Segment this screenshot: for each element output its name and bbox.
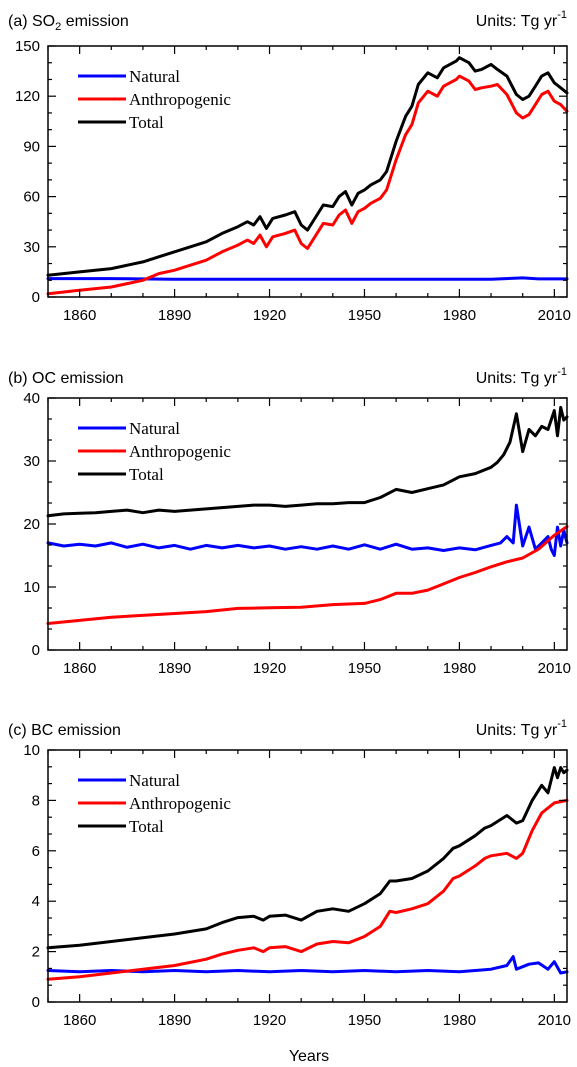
y-tick-label-bc-8: 8	[32, 792, 40, 809]
plot-frame-bc	[47, 749, 568, 1003]
y-tick-label-oc-0: 0	[32, 642, 40, 659]
y-tick-label-oc-20: 20	[23, 516, 40, 533]
y-tick-label-oc-10: 10	[23, 579, 40, 596]
series-line-bc-natural	[46, 955, 569, 975]
series-line-oc-natural	[46, 503, 569, 557]
x-tick-label-so2-1920: 1920	[253, 307, 286, 324]
x-tick-label-bc-1890: 1890	[158, 1012, 191, 1029]
x-tick-label-oc-1950: 1950	[348, 660, 381, 677]
y-tick-label-bc-6: 6	[32, 843, 40, 860]
y-tick-label-bc-10: 10	[23, 742, 40, 759]
legend-label-so2-total: Total	[129, 113, 164, 132]
panel-title-oc: (b) OC emission	[8, 370, 124, 387]
y-tick-label-oc-30: 30	[23, 453, 40, 470]
y-tick-label-bc-0: 0	[32, 994, 40, 1011]
legend-label-so2-natural: Natural	[129, 67, 180, 86]
units-label-so2: Units: Tg yr-1	[476, 9, 567, 30]
x-tick-label-bc-1980: 1980	[443, 1012, 476, 1029]
units-label-oc: Units: Tg yr-1	[476, 366, 567, 387]
x-tick-label-bc-1920: 1920	[253, 1012, 286, 1029]
y-tick-label-so2-150: 150	[15, 38, 40, 55]
panel-title-bc: (c) BC emission	[8, 722, 121, 739]
y-tick-label-so2-120: 120	[15, 88, 40, 105]
x-tick-label-oc-1890: 1890	[158, 660, 191, 677]
panel-so2: (a) SO2 emission Units: Tg yr-1 1860 1890…	[8, 9, 571, 324]
units-label-bc: Units: Tg yr-1	[476, 718, 567, 739]
y-tick-label-bc-4: 4	[32, 893, 40, 910]
y-tick-label-so2-90: 90	[23, 138, 40, 155]
x-tick-label-oc-2010: 2010	[538, 660, 571, 677]
series-line-so2-anthropogenic	[46, 74, 569, 296]
x-tick-label-bc-2010: 2010	[538, 1012, 571, 1029]
series-line-so2-total	[46, 56, 569, 277]
legend-label-so2-anthropogenic: Anthropogenic	[129, 90, 231, 109]
x-tick-label-so2-2010: 2010	[538, 307, 571, 324]
series-line-oc-anthropogenic	[46, 525, 569, 625]
x-axis-title: Years	[289, 1048, 329, 1065]
x-tick-label-so2-1890: 1890	[158, 307, 191, 324]
y-tick-label-so2-30: 30	[23, 239, 40, 256]
series-line-bc-anthropogenic	[46, 798, 569, 981]
x-tick-label-so2-1950: 1950	[348, 307, 381, 324]
y-tick-label-bc-2: 2	[32, 944, 40, 961]
y-tick-label-oc-40: 40	[23, 390, 40, 407]
x-tick-label-oc-1920: 1920	[253, 660, 286, 677]
x-tick-label-so2-1860: 1860	[63, 307, 96, 324]
x-tick-label-so2-1980: 1980	[443, 307, 476, 324]
x-tick-label-oc-1980: 1980	[443, 660, 476, 677]
series-line-so2-natural	[46, 276, 569, 281]
y-tick-label-so2-60: 60	[23, 189, 40, 206]
panel-title-so2: (a) SO2 emission	[8, 13, 129, 33]
legend-label-bc-natural: Natural	[129, 771, 180, 790]
panel-bc: (c) BC emission Units: Tg yr-1 1860 1890 1…	[8, 718, 571, 1029]
panel-oc: (b) OC emission Units: Tg yr-1 1860 1890 1…	[8, 366, 571, 677]
plot-frame-so2	[47, 45, 568, 298]
legend-label-oc-anthropogenic: Anthropogenic	[129, 442, 231, 461]
legend-label-bc-total: Total	[129, 817, 164, 836]
series-line-bc-total	[46, 766, 569, 950]
x-tick-label-bc-1860: 1860	[63, 1012, 96, 1029]
x-tick-label-oc-1860: 1860	[63, 660, 96, 677]
y-tick-label-so2-0: 0	[32, 289, 40, 306]
x-tick-label-bc-1950: 1950	[348, 1012, 381, 1029]
legend-label-oc-natural: Natural	[129, 419, 180, 438]
plot-frame-oc	[47, 397, 568, 651]
series-line-oc-total	[46, 405, 569, 518]
legend-label-bc-anthropogenic: Anthropogenic	[129, 794, 231, 813]
legend-label-oc-total: Total	[129, 465, 164, 484]
